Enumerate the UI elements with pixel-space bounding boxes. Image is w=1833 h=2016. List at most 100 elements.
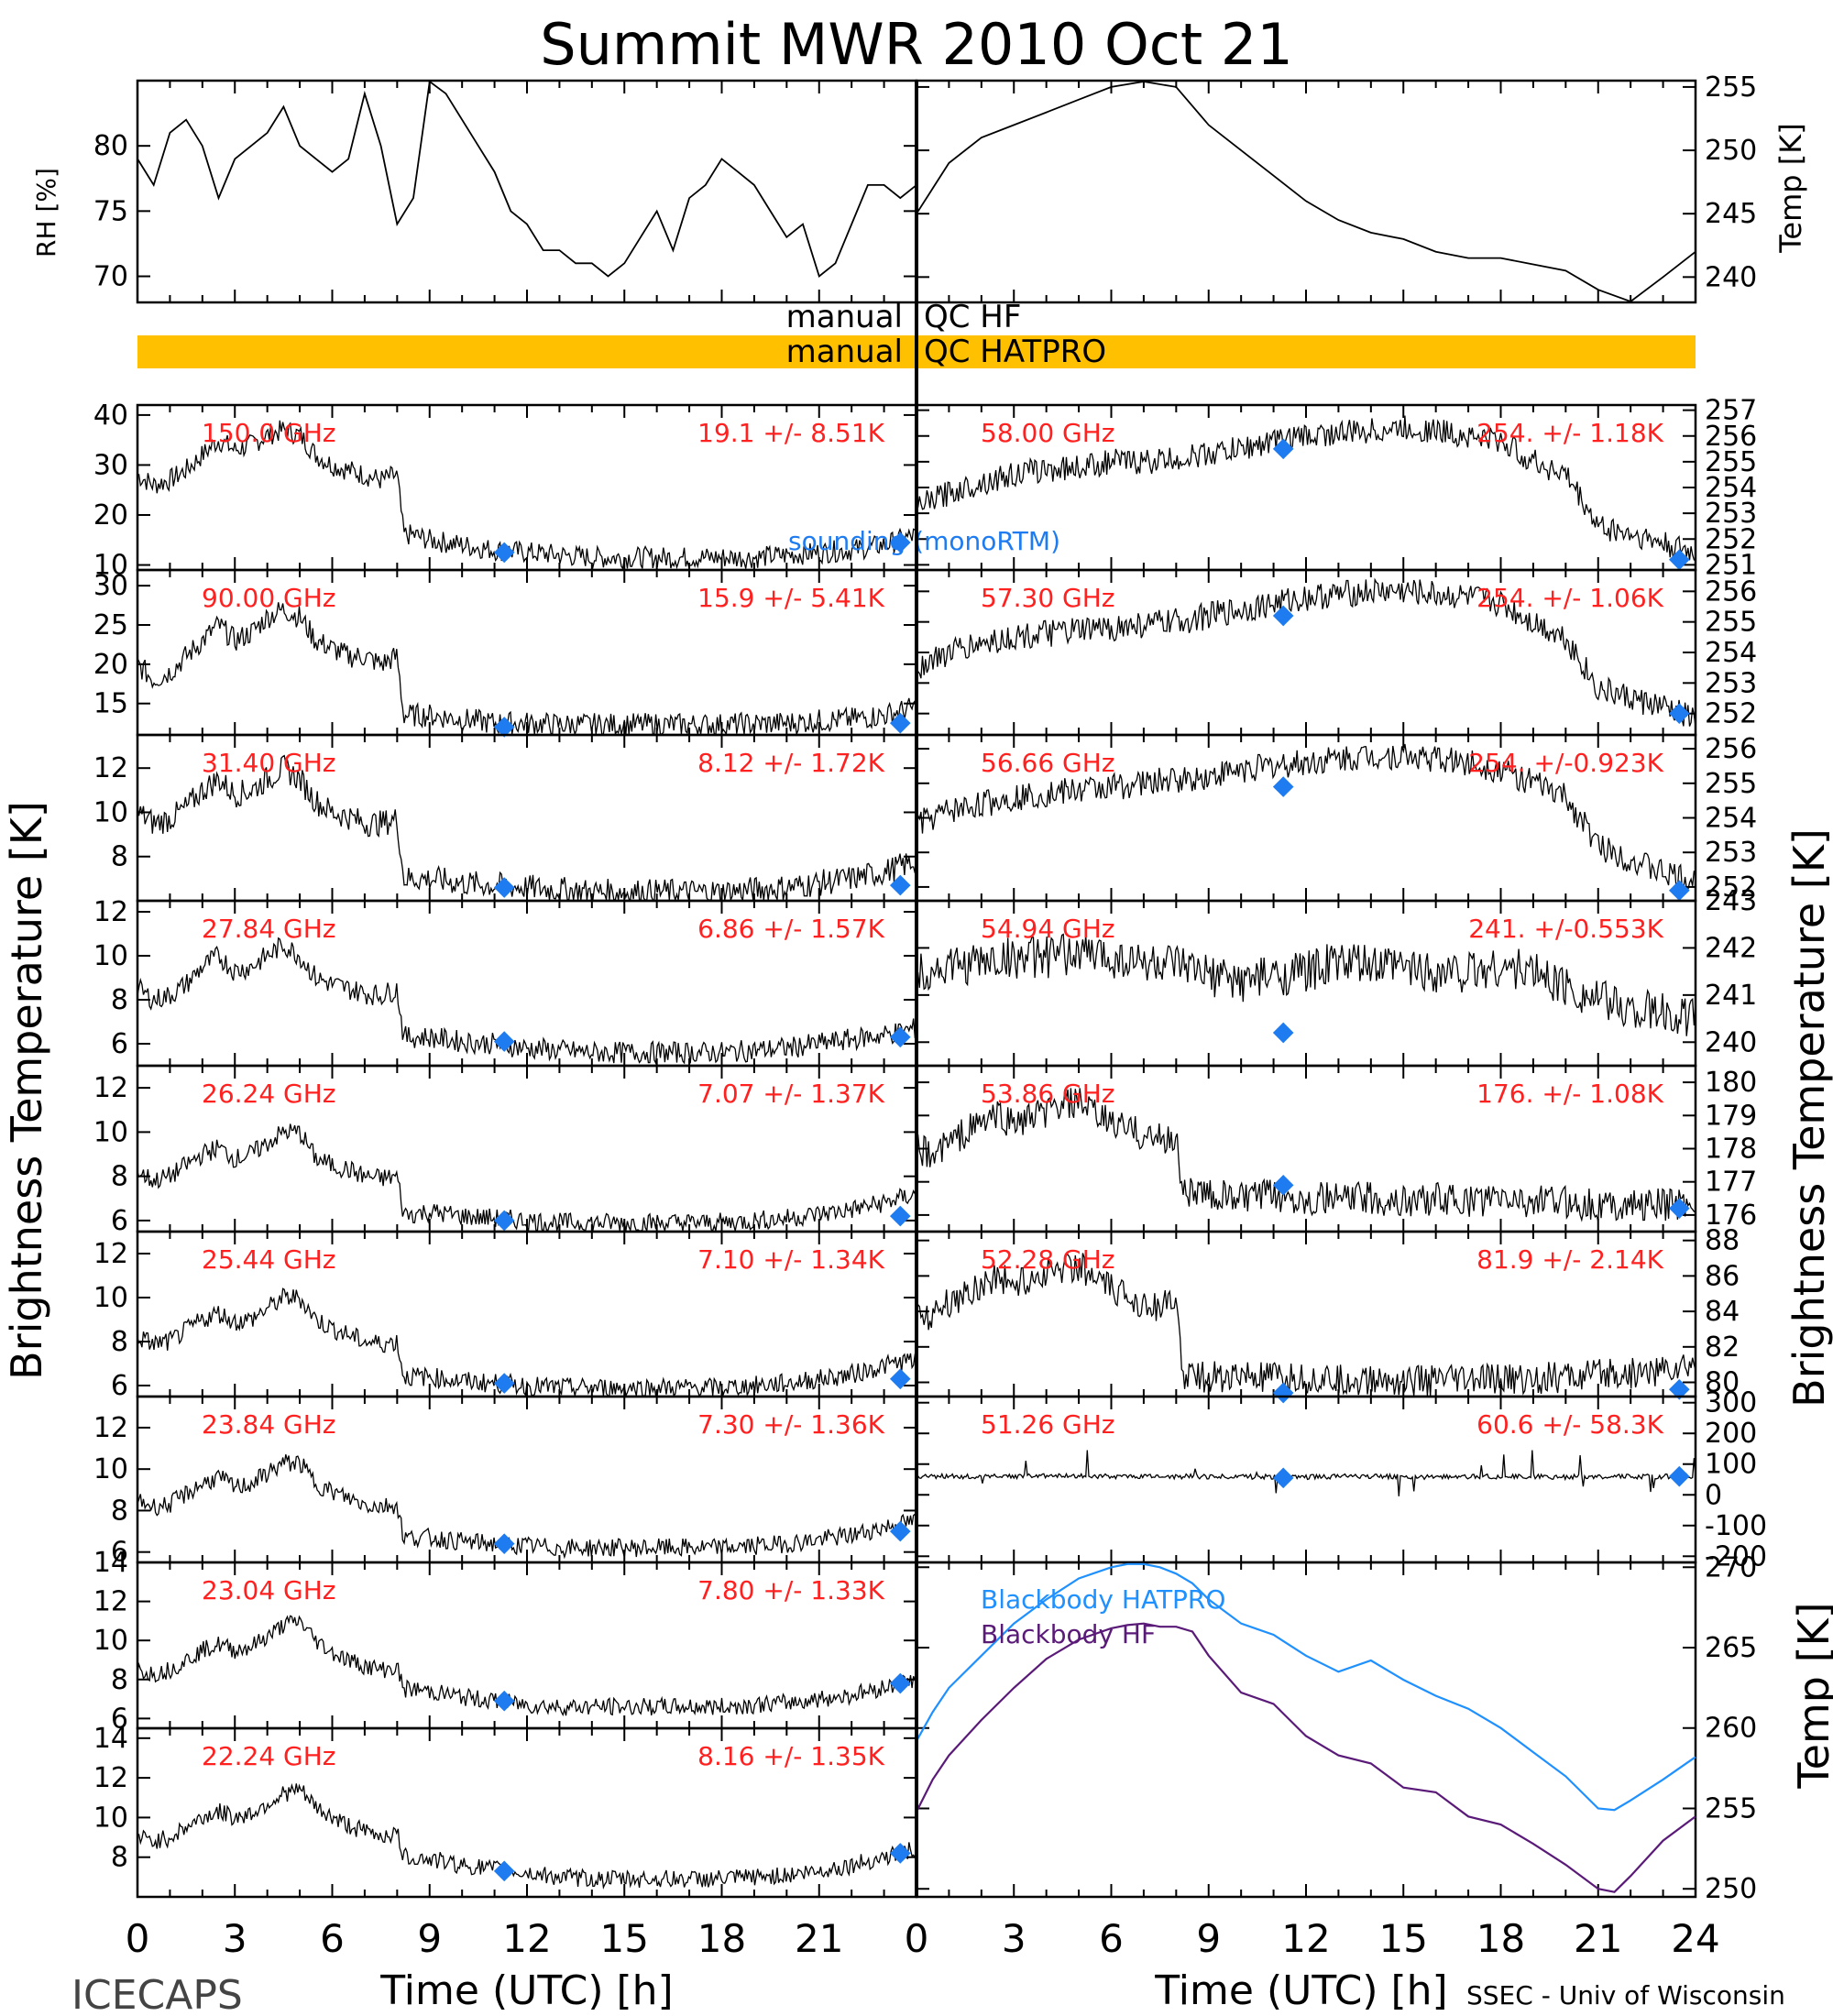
stats-label: 8.12 +/- 1.72K [697,748,884,778]
stats-label: 254. +/-0.923K [1468,748,1663,778]
series-line [916,1088,1696,1222]
stats-label: 81.9 +/- 2.14K [1476,1244,1663,1275]
y-tick-label: 25 [93,609,128,641]
brightness-right-axis-label: Brightness Temperature [K] [1784,828,1833,1408]
x-axis-label-left: Time (UTC) [h] [379,1967,673,2014]
x-tick-label: 6 [320,1916,345,1961]
y-tick-label: 15 [93,688,128,720]
y-tick-label: 10 [93,1625,128,1657]
sounding-marker [1272,605,1294,627]
y-tick-label: 10 [93,1802,128,1834]
x-tick-label: 15 [1379,1916,1428,1961]
y-tick-label: 179 [1705,1100,1757,1132]
series-line [137,1454,917,1560]
y-tick-label: 256 [1705,733,1757,765]
brightness-left-axis-label: Brightness Temperature [K] [2,801,51,1380]
sounding-marker [1668,549,1690,571]
series-line [916,1450,1696,1496]
y-tick-label: 12 [93,1586,128,1618]
panel-left-2: 8 10 12 31.40 GHz 8.12 +/- 1.72K [93,733,918,903]
x-tick-label: 3 [223,1916,247,1961]
qc-hf-label-left: manual [786,299,903,335]
x-tick-label: 12 [502,1916,551,1961]
frequency-label: 56.66 GHz [981,748,1115,778]
frequency-label: 58.00 GHz [981,418,1115,448]
y-tick-label: 255 [1705,607,1757,639]
sounding-marker [1272,438,1294,460]
qc-hatpro-label-left: manual [786,334,903,370]
y-tick-label: 241 [1705,980,1757,1012]
series-line [137,1123,917,1233]
y-tick-label: 12 [93,1412,128,1444]
y-tick-label: 20 [93,499,128,531]
series-line [137,937,917,1066]
panel-right-3: 240 241 242 243 54.94 GHz 241. +/-0.553K [915,885,1757,1068]
y-tick-label: 8 [111,1495,128,1527]
y-tick-label: 30 [93,570,128,602]
y-tick-label: 10 [93,1453,128,1485]
y-tick-label: 260 [1705,1713,1757,1745]
legend-sounding: sounding (monoRTM) [788,526,1060,556]
frequency-label: 52.28 GHz [981,1244,1115,1275]
stats-label: 7.07 +/- 1.37K [697,1079,884,1109]
sounding-marker [889,531,911,553]
sounding-marker [493,1860,515,1882]
qc-hf-label-right: QC HF [924,299,1021,335]
series-line [137,1615,917,1716]
x-tick-label: 18 [1476,1916,1525,1961]
x-tick-label: 0 [905,1916,929,1961]
panel-frame [915,79,1697,304]
y-tick-label: -100 [1705,1510,1767,1542]
y-tick-label: 256 [1705,575,1757,608]
series-line [137,80,917,279]
series-bb-hf-line [916,1622,1696,1893]
y-tick-label: 253 [1705,837,1757,869]
sounding-marker [1272,776,1294,797]
series-line [137,602,917,737]
frequency-label: 26.24 GHz [202,1079,336,1109]
footer-left: ICECAPS [71,1972,243,2016]
y-tick-label: 10 [93,796,128,828]
sounding-marker [493,1031,515,1052]
y-tick-label: 8 [111,1326,128,1358]
series-line [137,1287,917,1398]
y-tick-label: 254 [1705,637,1757,669]
y-tick-label: 245 [1705,198,1757,230]
y-tick-label: 6 [111,1370,128,1402]
series-line [916,743,1696,892]
temp-top-axis-label: Temp [K] [1773,123,1808,253]
y-tick-label: 300 [1705,1387,1757,1419]
x-tick-labels: 0 3 6 9 12 15 18 21 0 3 6 9 12 15 18 21 24 [126,1916,1720,1961]
series-line [137,1782,917,1890]
y-tick-label: 253 [1705,667,1757,699]
sounding-marker [493,1210,515,1232]
y-tick-label: 255 [1705,768,1757,800]
sounding-marker [889,1368,911,1390]
y-tick-label: 200 [1705,1418,1757,1450]
y-tick-label: 176 [1705,1200,1757,1232]
sounding-marker [493,877,515,898]
y-tick-label: 177 [1705,1167,1757,1199]
y-tick-label: 75 [93,195,128,227]
stats-label: 254. +/- 1.06K [1476,583,1663,613]
frequency-label: 23.04 GHz [202,1575,336,1605]
y-tick-label: 6 [111,1537,128,1569]
sounding-marker [493,717,515,738]
frequency-label: 90.00 GHz [202,583,336,613]
sounding-marker [493,542,515,564]
y-tick-label: 180 [1705,1067,1757,1099]
x-tick-label: 9 [1196,1916,1221,1961]
y-tick-label: 30 [93,449,128,481]
stats-label: 241. +/-0.553K [1468,914,1663,944]
frequency-label: 31.40 GHz [202,748,336,778]
y-tick-label: 80 [93,130,128,162]
stats-label: 19.1 +/- 8.51K [697,418,884,448]
series-bb-hatpro-line [916,1562,1696,1812]
y-tick-label: 8 [111,984,128,1016]
frequency-label: 23.84 GHz [202,1409,336,1440]
y-tick-label: 14 [93,1547,128,1579]
y-tick-label: 20 [93,649,128,681]
frequency-label: 27.84 GHz [202,914,336,944]
y-tick-label: 242 [1705,932,1757,964]
